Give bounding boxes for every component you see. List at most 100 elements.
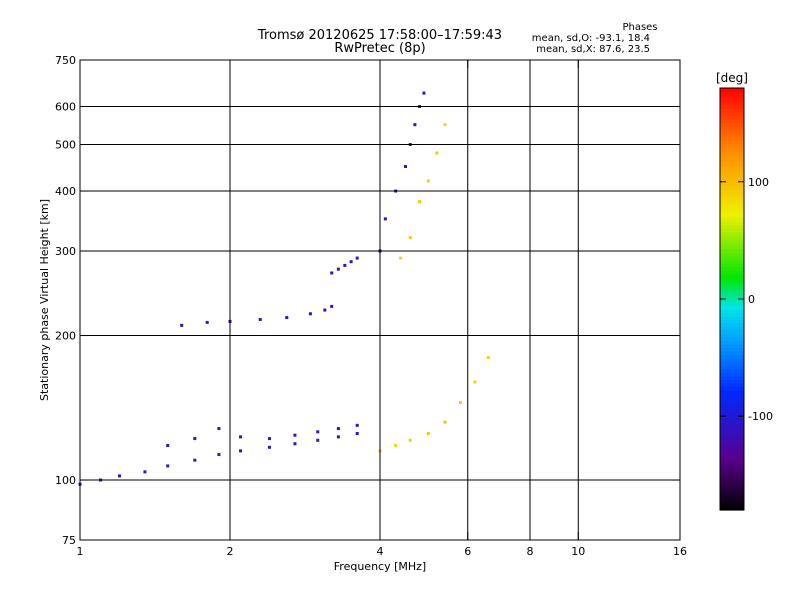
colorbar-segment xyxy=(720,429,744,434)
colorbar-segment xyxy=(720,404,744,409)
colorbar-segment xyxy=(720,211,744,216)
data-point xyxy=(193,437,197,441)
data-point xyxy=(117,474,121,478)
colorbar-segment xyxy=(720,221,744,226)
data-point xyxy=(143,470,147,474)
colorbar-segment xyxy=(720,365,744,370)
colorbar-segment xyxy=(720,422,744,427)
colorbar-segment xyxy=(720,439,744,444)
x-axis-label: Frequency [MHz] xyxy=(334,560,426,573)
colorbar-segment xyxy=(720,337,744,342)
y-tick-label: 300 xyxy=(55,245,76,258)
colorbar-segment xyxy=(720,189,744,195)
data-point xyxy=(166,464,170,468)
series-group xyxy=(378,355,490,453)
colorbar-segment xyxy=(720,151,744,156)
data-point xyxy=(180,323,184,327)
colorbar-segment xyxy=(720,239,744,244)
data-point xyxy=(343,263,347,267)
data-point xyxy=(166,444,170,448)
data-point xyxy=(308,312,312,316)
x-tick-label: 8 xyxy=(527,545,534,558)
colorbar-segment xyxy=(720,144,744,149)
y-tick-label: 400 xyxy=(55,185,76,198)
colorbar-segment xyxy=(720,228,744,233)
colorbar-segment xyxy=(720,351,744,356)
data-point xyxy=(316,438,320,442)
colorbar-segment xyxy=(720,425,744,430)
colorbar-segment xyxy=(720,495,744,501)
colorbar-segment xyxy=(720,323,744,328)
chart-title: Tromsø 20120625 17:58:00–17:59:43 xyxy=(257,28,503,43)
colorbar-segment xyxy=(720,436,744,441)
series-group xyxy=(166,423,359,448)
data-point xyxy=(239,449,243,453)
phases-title: Phases xyxy=(622,22,658,33)
colorbar-segment xyxy=(720,379,744,384)
colorbar-segment xyxy=(720,460,744,465)
colorbar-segment xyxy=(720,334,744,339)
x-tick-label: 10 xyxy=(571,545,585,558)
colorbar-segment xyxy=(720,376,744,381)
phases-x-line: mean, sd,X: 87.6, 23.5 xyxy=(536,44,650,55)
colorbar-segment xyxy=(720,383,744,388)
colorbar-segment xyxy=(720,133,744,138)
colorbar-segment xyxy=(720,446,744,451)
data-point xyxy=(217,427,221,431)
data-point xyxy=(473,380,477,384)
colorbar-segment xyxy=(720,316,744,321)
y-tick-label: 75 xyxy=(62,534,76,547)
colorbar-segment xyxy=(720,274,744,279)
colorbar-segment xyxy=(720,415,744,420)
colorbar-segment xyxy=(720,372,744,377)
data-point xyxy=(267,437,271,441)
colorbar-segment xyxy=(720,179,744,184)
colorbar-segment xyxy=(720,102,744,107)
colorbar-segment xyxy=(720,400,744,406)
colorbar-segment xyxy=(720,474,744,479)
colorbar-segment xyxy=(720,464,744,469)
colorbar-segment xyxy=(720,154,744,159)
colorbar-segment xyxy=(720,126,744,131)
colorbar-unit-label: [deg] xyxy=(716,71,748,85)
colorbar-segment xyxy=(720,502,744,508)
data-point xyxy=(355,432,359,436)
colorbar-segment xyxy=(720,306,744,311)
colorbar-segment xyxy=(720,165,744,170)
data-point xyxy=(426,179,430,183)
data-point xyxy=(336,267,340,271)
colorbar-segment xyxy=(720,256,744,261)
colorbar-segment xyxy=(720,232,744,237)
colorbar-segment xyxy=(720,281,744,286)
phases-o-line: mean, sd,O: -93.1, 18.4 xyxy=(531,33,650,44)
data-point xyxy=(403,164,407,168)
colorbar-segment xyxy=(720,186,744,191)
data-point xyxy=(285,316,289,320)
colorbar-segment xyxy=(720,344,744,349)
data-point xyxy=(239,435,243,439)
data-point xyxy=(443,123,447,127)
data-point xyxy=(355,256,359,260)
data-point xyxy=(267,445,271,449)
colorbar-segment xyxy=(720,246,744,251)
colorbar-segment xyxy=(720,95,744,100)
x-tick-label: 16 xyxy=(673,545,687,558)
series-group xyxy=(378,91,426,253)
colorbar-segment xyxy=(720,123,744,128)
colorbar-segment xyxy=(720,235,744,240)
colorbar-tick-label: -100 xyxy=(748,410,773,423)
colorbar-segment xyxy=(720,172,744,177)
colorbar-segment xyxy=(720,320,744,325)
data-point xyxy=(458,401,462,405)
colorbar-segment xyxy=(720,267,744,272)
colorbar: 100 0 -100 [deg] xyxy=(716,71,773,511)
colorbar-segment xyxy=(720,161,744,166)
colorbar-segment xyxy=(720,411,744,416)
colorbar-segment xyxy=(720,116,744,121)
colorbar-segment xyxy=(720,393,744,399)
colorbar-segment xyxy=(720,204,744,209)
colorbar-segment xyxy=(720,109,744,114)
colorbar-segment xyxy=(720,450,744,455)
colorbar-segment xyxy=(720,182,744,188)
data-point xyxy=(417,200,421,204)
